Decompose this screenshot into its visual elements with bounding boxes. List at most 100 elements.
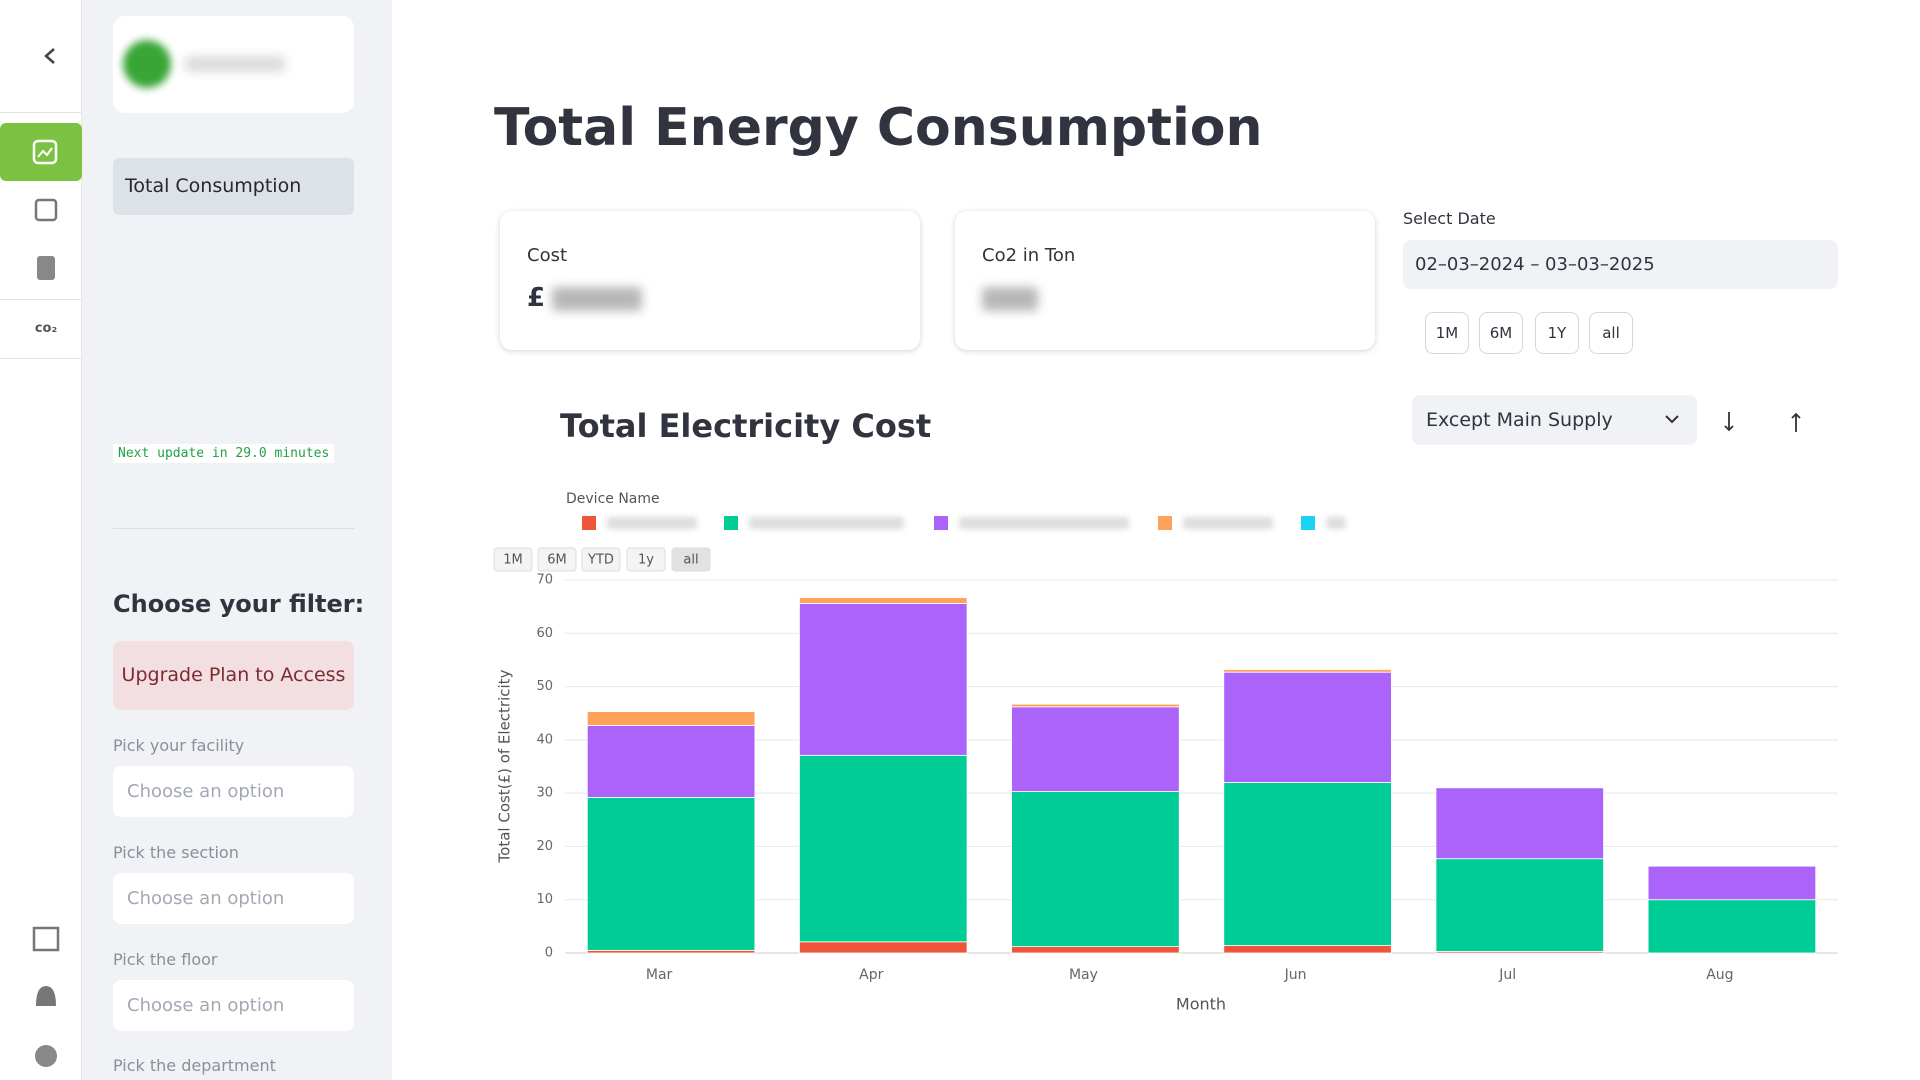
- legend-swatch[interactable]: [934, 516, 948, 530]
- bar-segment: [1011, 706, 1180, 792]
- bar-segment: [586, 725, 756, 798]
- sort-asc[interactable]: [1791, 412, 1801, 432]
- range-button-label: all: [683, 553, 698, 568]
- bar-segment: [1223, 669, 1392, 673]
- range-button-label: YTD: [587, 553, 614, 568]
- y-tick-label: 10: [536, 892, 553, 907]
- bar-segment: [799, 603, 968, 756]
- legend-label: [607, 517, 697, 529]
- supply-select[interactable]: Except Main Supply: [1412, 395, 1697, 445]
- legend-label: [959, 517, 1129, 529]
- filter-select[interactable]: Choose an option: [113, 766, 354, 817]
- placeholder: Choose an option: [127, 995, 285, 1016]
- co2-icon[interactable]: co₂: [35, 321, 57, 336]
- back-icon[interactable]: [44, 48, 55, 64]
- range-button-label: 1y: [638, 553, 654, 568]
- bar-segment: [1011, 703, 1180, 708]
- placeholder: Choose an option: [127, 781, 285, 802]
- bar-segment: [799, 597, 968, 604]
- x-tick-label: Aug: [1706, 967, 1733, 983]
- legend-swatch[interactable]: [1158, 516, 1172, 530]
- y-tick-label: 50: [536, 679, 553, 694]
- range-button[interactable]: [581, 547, 621, 572]
- building-icon[interactable]: [32, 926, 60, 952]
- y-tick-label: 60: [536, 626, 553, 641]
- y-axis-title: Total Cost(£) of Electricity: [496, 669, 514, 863]
- chart-icon: [32, 139, 58, 165]
- x-tick-label: May: [1069, 967, 1098, 983]
- x-tick-label: Mar: [646, 967, 673, 983]
- sort-buttons: [1724, 412, 1801, 432]
- kpi-card: Cost £: [500, 211, 920, 350]
- logo: [123, 40, 171, 88]
- bar-segment: [1223, 945, 1392, 954]
- supply-value: Except Main Supply: [1426, 409, 1613, 431]
- y-tick-label: 30: [536, 786, 553, 801]
- date-input[interactable]: 02–03–2024 – 03–03–2025: [1403, 240, 1838, 289]
- divider: [0, 299, 82, 300]
- nav-item[interactable]: Total Consumption: [113, 158, 354, 215]
- divider: [0, 112, 82, 113]
- kpi-label: Cost: [527, 245, 568, 266]
- update-note: Next update in 29.0 minutes: [113, 444, 335, 463]
- range-button[interactable]: [493, 547, 533, 572]
- legend-swatch[interactable]: [582, 516, 596, 530]
- legend-label: [1183, 517, 1273, 529]
- upgrade-banner[interactable]: Upgrade Plan to Access: [113, 641, 354, 710]
- filter-label: Pick the section: [113, 843, 239, 862]
- filter-label: Pick the department: [113, 1056, 276, 1075]
- chart-title: Total Electricity Cost: [560, 407, 931, 445]
- filter-select[interactable]: Choose an option: [113, 873, 354, 924]
- bell-icon[interactable]: [36, 986, 56, 1006]
- kpi-value: [552, 287, 642, 311]
- date-label: Select Date: [1403, 209, 1496, 228]
- kpi-label: Co2 in Ton: [982, 245, 1076, 266]
- y-tick-label: 0: [545, 946, 553, 961]
- org-name: [185, 56, 285, 72]
- settings-icon[interactable]: [35, 1045, 57, 1067]
- range-button[interactable]: [537, 547, 577, 572]
- divider: [0, 358, 82, 359]
- bar-segment: [1435, 858, 1604, 952]
- filter-label: Pick your facility: [113, 736, 245, 755]
- logo-card: [113, 16, 354, 113]
- range-button[interactable]: [626, 547, 666, 572]
- legend-label: [749, 517, 904, 529]
- legend-swatch[interactable]: [1301, 516, 1315, 530]
- bar-segment: [799, 941, 968, 954]
- placeholder: Choose an option: [127, 888, 285, 909]
- filter-label: Pick the floor: [113, 950, 218, 969]
- legend-label: [1326, 517, 1346, 529]
- filter-select[interactable]: Choose an option: [113, 980, 354, 1031]
- range-button-label: 6M: [547, 553, 567, 568]
- legend-swatch[interactable]: [724, 516, 738, 530]
- bar-segment: [1223, 782, 1392, 946]
- bar-segment: [586, 711, 756, 726]
- kpi-card: Co2 in Ton: [955, 211, 1375, 350]
- range-button[interactable]: [671, 547, 711, 572]
- icon-bar: co₂: [0, 48, 82, 1067]
- kpi-prefix: £: [527, 283, 546, 313]
- doc-icon[interactable]: [37, 256, 55, 280]
- filter-title: Choose your filter:: [113, 590, 365, 618]
- date-preset[interactable]: 6M: [1479, 312, 1523, 354]
- date-preset[interactable]: 1M: [1425, 312, 1469, 354]
- date-preset[interactable]: 1Y: [1535, 312, 1579, 354]
- x-tick-label: Apr: [859, 967, 883, 983]
- date-preset[interactable]: all: [1589, 312, 1633, 354]
- bar-segment: [1011, 791, 1180, 948]
- sort-desc[interactable]: [1724, 412, 1734, 432]
- x-tick-label: Jun: [1284, 967, 1307, 983]
- bar-segment: [1435, 787, 1604, 860]
- bar-segment: [1647, 865, 1817, 901]
- divider: [113, 528, 354, 529]
- bar-segment: [586, 797, 756, 951]
- bar-segment: [799, 754, 968, 943]
- icon-strip: co₂: [0, 0, 82, 1080]
- sidebar: Total Consumption Next update in 29.0 mi…: [82, 0, 392, 1080]
- chip-icon[interactable]: [34, 198, 58, 222]
- x-tick-label: Jul: [1498, 967, 1516, 983]
- legend-title: Device Name: [566, 491, 660, 507]
